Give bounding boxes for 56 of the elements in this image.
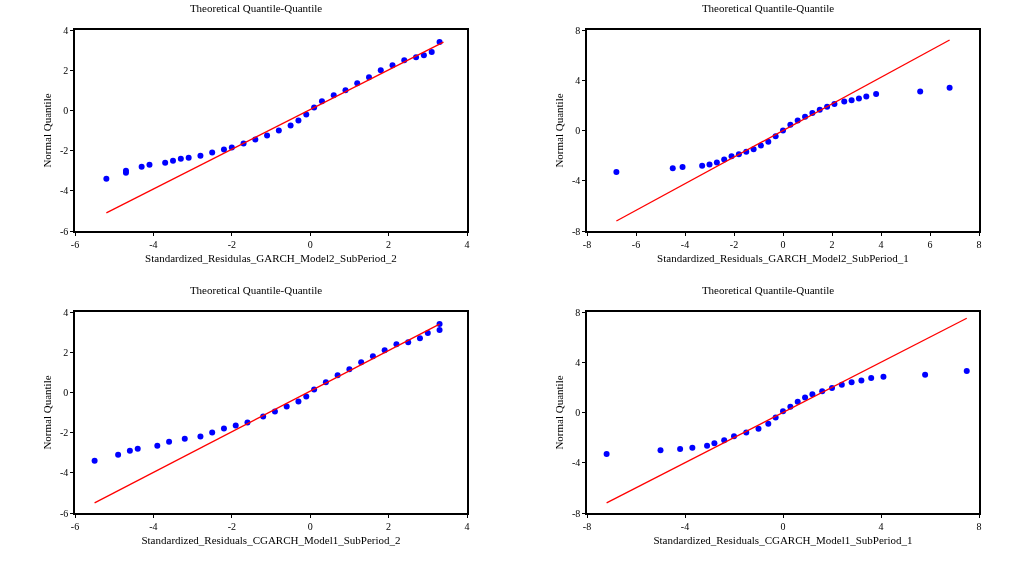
y-tick-label: -8: [571, 225, 581, 237]
y-tick-label: -6: [59, 225, 69, 237]
x-tick-label: 4: [878, 520, 884, 532]
y-tick-label: -8: [571, 507, 581, 519]
x-axis-title: Standardized_Residuals_GARCH_Model2_SubPeriod_1: [657, 252, 909, 265]
y-tick-label: -4: [571, 457, 581, 469]
x-tick-label: -2: [227, 238, 236, 250]
chart-title: Theoretical Quantile-Quantile: [701, 1, 835, 14]
y-tick-label: 0: [63, 386, 69, 398]
y-tick-label: 4: [575, 74, 581, 86]
y-axis-title: Normal Quantile: [553, 93, 566, 168]
x-tick-label: 0: [780, 520, 786, 532]
y-tick-label: 8: [575, 24, 581, 36]
x-tick-label: 4: [878, 238, 884, 250]
y-axis-title: Normal Quantile: [41, 93, 54, 168]
x-tick-label: -2: [227, 520, 236, 532]
x-tick-label: 6: [927, 238, 933, 250]
y-tick-label: 4: [63, 306, 69, 318]
x-axis-title: Standardized_Residuals_CGARCH_Model1_SubPeriod_2: [141, 534, 401, 547]
chart-title: Theoretical Quantile-Quantile: [701, 283, 835, 296]
y-tick-label: 2: [63, 346, 69, 358]
x-tick-label: 2: [386, 520, 392, 532]
x-tick-label: 2: [829, 238, 835, 250]
x-tick-label: 0: [307, 520, 313, 532]
y-tick-label: 0: [575, 407, 581, 418]
y-tick-label: 0: [575, 125, 581, 136]
x-tick-label: -4: [680, 238, 690, 250]
y-tick-label: -4: [59, 185, 69, 197]
x-tick-label: -4: [149, 238, 158, 250]
x-tick-label: -4: [149, 520, 158, 532]
y-tick-label: 4: [63, 24, 69, 36]
y-tick-label: 4: [575, 356, 581, 368]
y-axis-title: Normal Quantile: [553, 375, 566, 450]
x-tick-label: 8: [976, 238, 982, 250]
x-tick-label: 8: [976, 520, 982, 532]
x-axis-title: Standardized_Residuals_CGARCH_Model1_SubPeriod_1: [653, 534, 913, 547]
x-tick-label: -2: [729, 238, 739, 250]
y-axis-title: Normal Quantile: [41, 375, 54, 450]
y-tick-label: -4: [571, 175, 581, 187]
y-tick-label: -2: [59, 145, 69, 157]
x-tick-label: 2: [386, 238, 392, 250]
y-tick-label: -4: [59, 467, 69, 479]
x-tick-label: 0: [780, 238, 786, 250]
x-tick-label: -4: [680, 520, 690, 532]
x-tick-label: 4: [464, 520, 470, 532]
x-tick-label: 0: [307, 238, 313, 250]
x-axis-title: Standardized_Residulas_GARCH_Model2_SubPeriod_2: [145, 252, 397, 265]
x-tick-label: -6: [631, 238, 641, 250]
y-tick-label: 0: [63, 104, 69, 116]
y-tick-label: 2: [63, 64, 69, 76]
x-tick-label: 4: [464, 238, 470, 250]
y-tick-label: -2: [59, 427, 69, 439]
chart-title: Theoretical Quantile-Quantile: [189, 283, 323, 296]
chart-title: Theoretical Quantile-Quantile: [189, 1, 323, 14]
y-tick-label: 8: [575, 306, 581, 318]
y-tick-label: -6: [59, 507, 69, 519]
